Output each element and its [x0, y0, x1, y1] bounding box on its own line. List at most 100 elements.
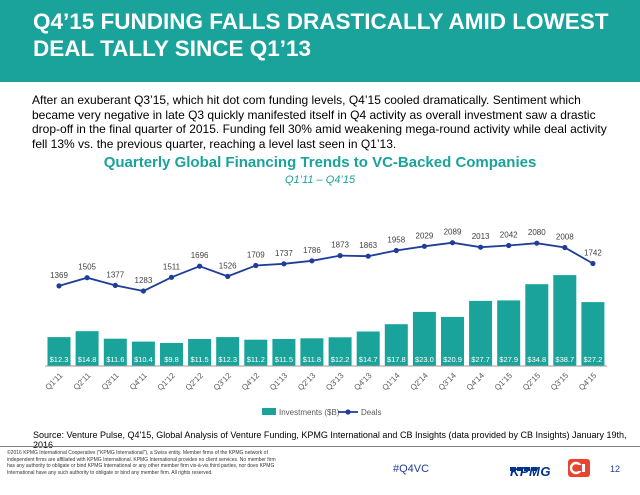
bar-value-label: $11.5	[275, 355, 293, 364]
bar-value-label: $12.3	[218, 355, 237, 364]
chart-subtitle: Q1’11 – Q4’15	[284, 174, 356, 186]
deals-point	[197, 263, 203, 269]
investment-bar	[356, 331, 380, 366]
deals-point	[225, 273, 231, 279]
deals-point	[281, 261, 287, 267]
investment-bar	[216, 337, 240, 366]
bar-value-label: $12.3	[50, 355, 69, 364]
deals-value-label: 2029	[416, 231, 434, 240]
deals-point	[365, 253, 371, 259]
deals-value-label: 1786	[303, 246, 321, 255]
x-tick-label: Q2'13	[296, 371, 318, 393]
x-tick-label: Q4'15	[577, 371, 599, 393]
bar-value-label: $12.2	[331, 355, 350, 364]
deals-point	[506, 242, 512, 249]
investment-bar	[525, 284, 549, 366]
investment-bar	[412, 311, 436, 366]
bar-value-label: $34.8	[527, 355, 546, 364]
x-tick-label: Q3'14	[437, 371, 459, 393]
deals-value-label: 1742	[584, 249, 602, 258]
deals-value-label: 1505	[78, 263, 96, 272]
x-tick-label: Q1'14	[380, 371, 402, 393]
investment-bar	[441, 316, 464, 366]
investment-bar	[497, 300, 521, 366]
deals-value-label: 1283	[135, 276, 153, 285]
investment-bar	[384, 324, 408, 366]
x-tick-label: Q4'14	[465, 371, 487, 393]
deals-point	[56, 283, 62, 289]
x-tick-label: Q4'12	[240, 371, 262, 393]
page-title: Q4’15 FUNDING FALLS DRASTICALLY AMID LOW…	[33, 8, 613, 62]
investment-bar	[300, 338, 324, 366]
bar-value-label: $20.9	[443, 355, 462, 364]
source-note: Source: Venture Pulse, Q4'15, Global Ana…	[33, 430, 627, 450]
deals-point	[309, 258, 315, 264]
legend-investments-label: Investments ($B)	[279, 408, 340, 417]
bar-value-label: $14.7	[359, 355, 378, 364]
deals-point	[421, 243, 427, 249]
bar-value-label: $27.9	[499, 355, 518, 364]
x-tick-label: Q2'15	[521, 371, 543, 393]
investment-bar	[469, 300, 493, 366]
deals-value-label: 1696	[191, 251, 209, 260]
investment-bar	[75, 331, 99, 366]
investment-bar	[581, 302, 605, 366]
investment-bar	[272, 339, 296, 366]
deals-point	[534, 240, 540, 246]
deals-point	[590, 260, 596, 267]
legend-deals-label: Deals	[361, 408, 381, 417]
deals-point	[478, 244, 484, 250]
investment-bar	[103, 338, 127, 366]
bar-value-label: $14.8	[78, 355, 97, 364]
deals-line	[58, 241, 594, 292]
deals-value-label: 1709	[247, 251, 265, 260]
bar-value-label: $17.8	[387, 355, 406, 364]
deals-point	[562, 244, 568, 251]
x-tick-label: Q2'12	[184, 371, 206, 393]
deals-value-label: 1863	[359, 241, 377, 250]
deals-point	[253, 262, 259, 269]
x-tick-label: Q3'11	[100, 371, 121, 392]
x-tick-label: Q1'11	[44, 371, 65, 392]
deals-point	[84, 275, 90, 281]
page-title-line2: DEAL TALLY SINCE Q1’13	[33, 36, 311, 61]
legend-investments-swatch	[262, 408, 276, 415]
deals-point	[393, 247, 399, 254]
chart-title: Quarterly Global Financing Trends to VC-…	[103, 154, 537, 171]
hashtag: #Q4VC	[393, 463, 430, 475]
deals-value-label: 1873	[331, 241, 349, 250]
x-tick-label: Q2'11	[72, 371, 93, 392]
deals-point	[449, 240, 456, 246]
deals-point	[168, 274, 175, 280]
investment-bar	[244, 339, 268, 366]
deals-value-label: 1737	[275, 249, 293, 258]
x-tick-label: Q4'11	[128, 371, 149, 392]
deals-value-label: 2013	[472, 232, 490, 241]
cb-insights-logo-icon	[568, 459, 590, 477]
deals-value-label: 1526	[219, 261, 237, 270]
bar-value-label: $27.7	[471, 355, 490, 364]
bar-value-label: $10.4	[134, 355, 153, 364]
deals-value-label: 1958	[387, 236, 405, 245]
x-tick-label: Q3'12	[212, 371, 234, 393]
deals-point	[337, 253, 343, 259]
kpmg-logo-text: KPMG	[510, 464, 551, 479]
x-tick-label: Q1'13	[268, 371, 290, 393]
page-title-line1: Q4’15 FUNDING FALLS DRASTICALLY AMID LOW…	[33, 9, 609, 34]
deals-value-label: 2042	[500, 231, 518, 240]
bar-value-label: $23.0	[415, 355, 434, 364]
intro-paragraph: After an exuberant Q3’15, which hit dot …	[32, 93, 607, 151]
deals-value-label: 1369	[50, 271, 68, 280]
deals-point	[140, 288, 146, 294]
copyright-notice: ©2016 KPMG International Cooperative ("K…	[7, 450, 276, 476]
deals-value-label: 1511	[163, 262, 181, 271]
bar-value-label: $11.5	[190, 355, 208, 364]
x-tick-label: Q2'14	[409, 371, 431, 393]
bar-value-label: $11.6	[106, 355, 124, 364]
investment-bar	[160, 343, 183, 366]
deals-value-label: 2080	[528, 228, 546, 237]
investment-bar	[188, 339, 212, 366]
kpmg-logo: KPMG	[510, 459, 551, 479]
x-tick-label: Q1'12	[156, 371, 178, 393]
